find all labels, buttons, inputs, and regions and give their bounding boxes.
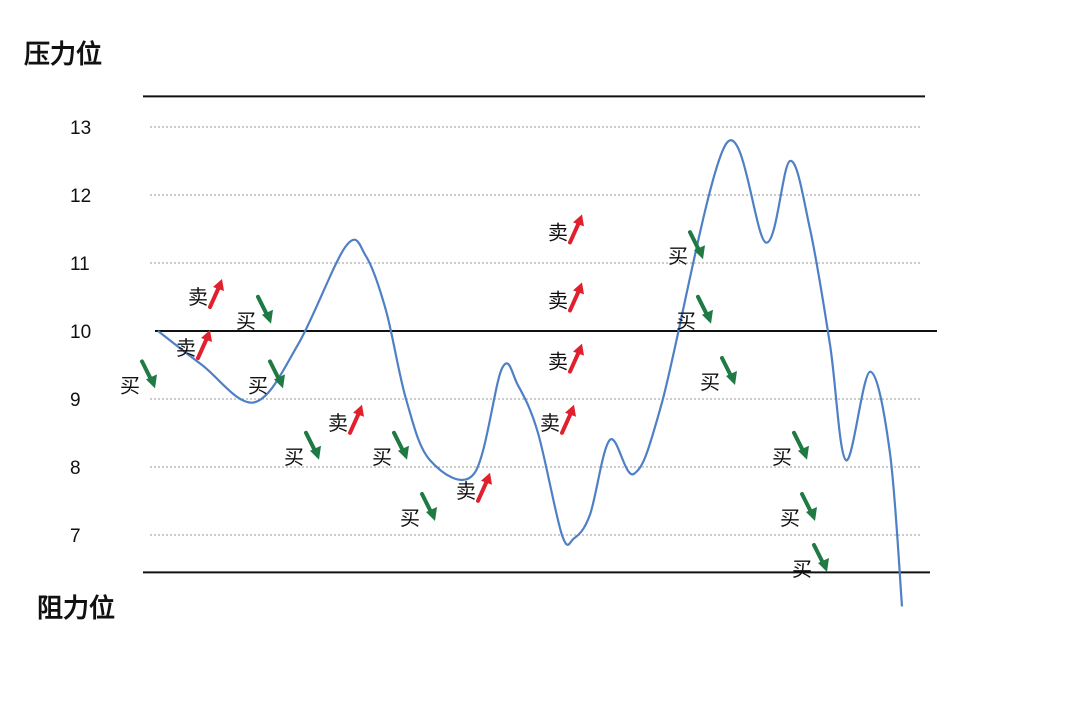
sell-annotation: 卖 bbox=[548, 343, 584, 374]
down-arrow-head-icon bbox=[806, 507, 817, 521]
up-arrow-head-icon bbox=[565, 404, 576, 417]
buy-annotation: 买 bbox=[700, 356, 737, 394]
sell-annotation: 卖 bbox=[456, 472, 492, 503]
down-arrow-head-icon bbox=[818, 558, 829, 572]
down-arrow-head-icon bbox=[694, 245, 705, 260]
buy-annotation: 买 bbox=[248, 359, 285, 397]
buy-annotation: 买 bbox=[120, 359, 157, 397]
annotation-label: 买 bbox=[120, 373, 140, 397]
buy-annotation: 买 bbox=[372, 430, 409, 469]
grid-lines bbox=[150, 126, 922, 536]
up-arrow-head-icon bbox=[573, 214, 584, 227]
buy-annotation: 买 bbox=[780, 492, 817, 530]
annotation-label: 卖 bbox=[328, 411, 348, 435]
buy-annotation: 买 bbox=[668, 230, 705, 268]
up-arrow-icon bbox=[568, 288, 581, 313]
y-tick-labels: 7 8 9 10 11 12 13 bbox=[70, 118, 91, 547]
sell-annotation: 卖 bbox=[548, 214, 584, 245]
annotation-label: 卖 bbox=[548, 220, 568, 244]
up-arrow-head-icon bbox=[573, 343, 584, 356]
sell-annotation: 卖 bbox=[548, 282, 584, 313]
support-level-label: 阻力位 bbox=[37, 593, 115, 624]
sell-annotation: 卖 bbox=[328, 404, 364, 435]
annotation-label: 买 bbox=[400, 506, 420, 530]
up-arrow-icon bbox=[476, 478, 489, 503]
resistance-level-label: 压力位 bbox=[24, 39, 102, 70]
up-arrow-head-icon bbox=[353, 404, 364, 417]
down-arrow-head-icon bbox=[310, 445, 321, 460]
y-tick-label: 11 bbox=[70, 254, 90, 275]
y-tick-label: 12 bbox=[70, 186, 91, 207]
down-arrow-head-icon bbox=[274, 374, 285, 389]
down-arrow-head-icon bbox=[426, 507, 437, 521]
annotation-label: 买 bbox=[668, 244, 688, 268]
sell-annotation: 卖 bbox=[188, 279, 224, 309]
up-arrow-icon bbox=[348, 410, 361, 435]
up-arrow-head-icon bbox=[213, 279, 224, 291]
buy-annotation: 买 bbox=[400, 492, 437, 530]
y-tick-label: 13 bbox=[70, 118, 91, 139]
annotation-label: 买 bbox=[700, 370, 720, 394]
up-arrow-icon bbox=[568, 349, 581, 374]
annotation-label: 买 bbox=[676, 309, 696, 333]
reference-lines bbox=[143, 95, 937, 574]
annotation-label: 卖 bbox=[548, 350, 568, 374]
annotation-label: 卖 bbox=[540, 411, 560, 435]
down-arrow-head-icon bbox=[146, 374, 157, 389]
annotation-label: 卖 bbox=[456, 479, 476, 503]
annotation-label: 买 bbox=[792, 557, 812, 581]
up-arrow-icon bbox=[568, 220, 581, 245]
y-tick-label: 7 bbox=[70, 526, 81, 547]
annotation-label: 买 bbox=[248, 373, 268, 397]
annotation-label: 买 bbox=[372, 445, 392, 469]
down-arrow-head-icon bbox=[262, 309, 273, 324]
price-curve bbox=[157, 139, 904, 607]
up-arrow-icon bbox=[196, 336, 209, 360]
buy-annotation: 买 bbox=[676, 294, 713, 333]
down-arrow-head-icon bbox=[702, 309, 713, 324]
up-arrow-icon bbox=[208, 285, 221, 309]
annotation-label: 买 bbox=[284, 445, 304, 469]
down-arrow-head-icon bbox=[726, 371, 737, 385]
annotation-label: 卖 bbox=[548, 288, 568, 312]
annotation-label: 买 bbox=[772, 445, 792, 469]
sell-annotation: 卖 bbox=[176, 330, 212, 360]
up-arrow-head-icon bbox=[481, 472, 492, 485]
y-tick-label: 10 bbox=[70, 322, 91, 343]
buy-annotation: 买 bbox=[284, 430, 321, 469]
annotation-label: 买 bbox=[780, 506, 800, 530]
up-arrow-head-icon bbox=[201, 330, 212, 342]
y-tick-label: 8 bbox=[70, 458, 81, 479]
up-arrow-icon bbox=[560, 410, 573, 435]
annotation-label: 卖 bbox=[188, 285, 208, 309]
y-tick-label: 9 bbox=[70, 390, 81, 411]
buy-annotation: 买 bbox=[792, 543, 829, 581]
annotation-label: 买 bbox=[236, 309, 256, 333]
buy-annotation: 买 bbox=[236, 294, 273, 333]
annotation-label: 卖 bbox=[176, 336, 196, 360]
sell-annotation: 卖 bbox=[540, 404, 576, 435]
down-arrow-head-icon bbox=[798, 445, 809, 460]
up-arrow-head-icon bbox=[573, 282, 584, 295]
buy-annotation: 买 bbox=[772, 430, 809, 469]
down-arrow-head-icon bbox=[398, 445, 409, 460]
